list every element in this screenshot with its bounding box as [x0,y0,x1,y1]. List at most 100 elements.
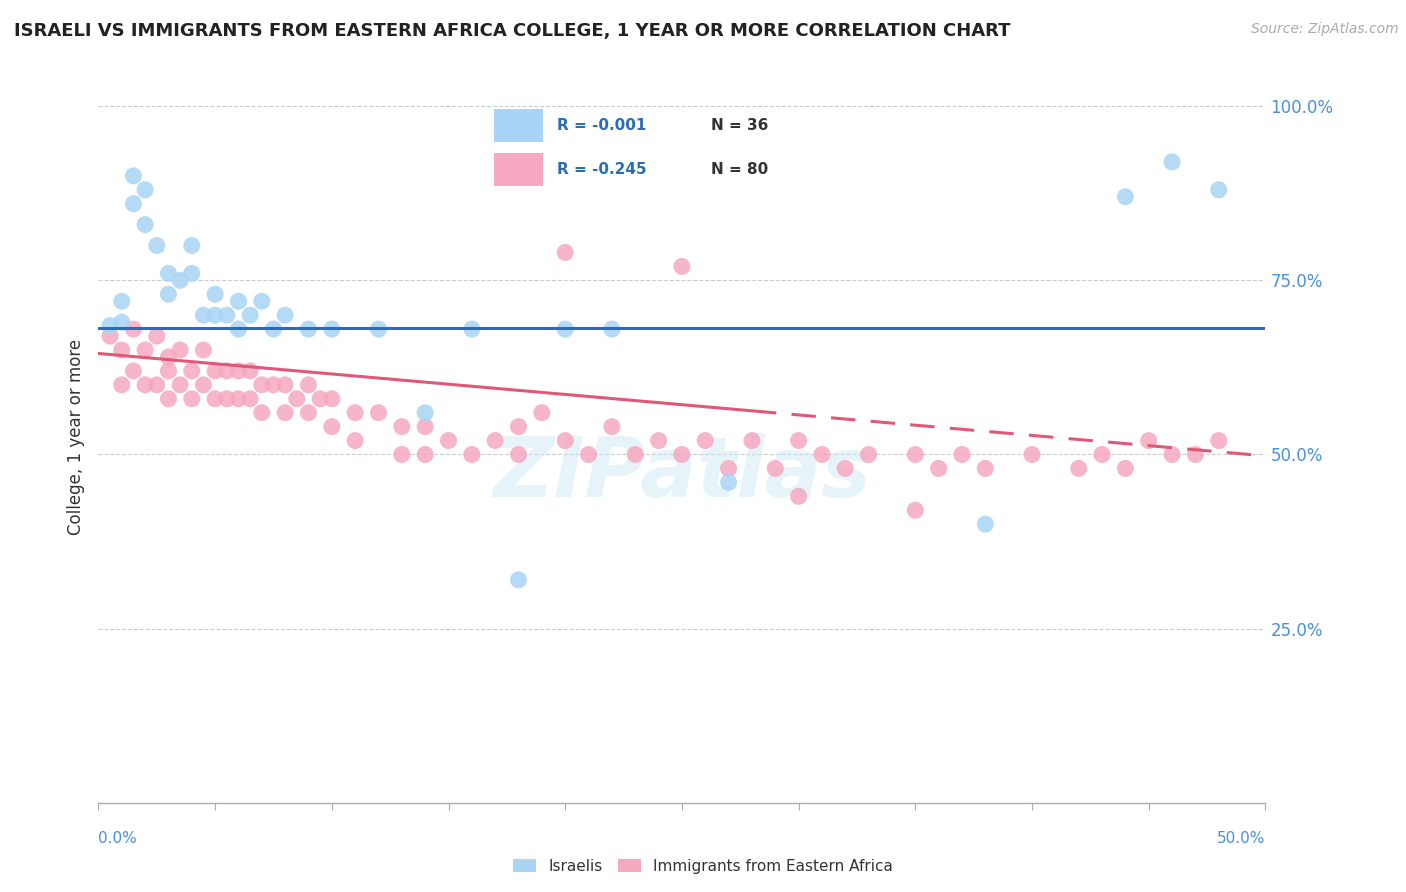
Point [344,434,367,448]
Point [180,266,202,280]
Point [98,318,121,333]
Point [239,364,262,378]
Point [111,377,134,392]
Point [741,434,763,448]
Point [122,196,145,211]
Point [215,308,238,322]
Point [134,343,156,357]
Point [204,287,226,301]
Point [461,448,484,462]
Point [321,392,343,406]
Point [1067,461,1090,475]
Point [274,308,297,322]
Point [508,419,530,434]
Point [297,322,319,336]
Point [250,406,273,420]
Point [1208,183,1230,197]
Point [624,448,647,462]
Point [169,273,191,287]
Point [134,183,156,197]
Point [974,517,997,532]
Point [157,266,180,280]
Y-axis label: College, 1 year or more: College, 1 year or more [66,339,84,535]
Point [834,461,856,475]
Point [193,308,215,322]
Point [600,419,623,434]
Point [1021,448,1043,462]
Point [204,392,226,406]
Point [508,573,530,587]
Point [413,419,436,434]
Point [554,245,576,260]
Point [274,406,297,420]
Point [763,461,786,475]
Point [695,434,717,448]
Point [1114,461,1136,475]
Point [157,364,180,378]
Point [111,343,134,357]
Point [134,377,156,392]
Point [413,448,436,462]
Point [250,294,273,309]
Point [1161,155,1184,169]
Point [215,392,238,406]
Point [461,322,484,336]
Point [367,322,389,336]
Point [111,315,134,329]
Point [578,448,600,462]
Text: Source: ZipAtlas.com: Source: ZipAtlas.com [1251,22,1399,37]
Point [671,448,693,462]
Point [146,377,169,392]
Text: ZIPatlas: ZIPatlas [494,434,870,514]
Point [367,406,389,420]
Point [180,392,202,406]
Point [274,377,297,392]
Point [530,406,553,420]
Point [811,448,834,462]
Point [98,329,121,343]
Point [974,461,997,475]
Point [122,322,145,336]
Point [413,406,436,420]
Point [904,448,927,462]
Point [1184,448,1206,462]
Point [239,308,262,322]
Point [1114,190,1136,204]
Point [554,434,576,448]
Point [228,294,250,309]
Point [391,448,413,462]
Point [228,322,250,336]
Point [1208,434,1230,448]
Point [146,238,169,252]
Point [146,329,169,343]
Point [437,434,460,448]
Point [309,392,332,406]
Point [508,448,530,462]
Point [169,377,191,392]
Text: 0.0%: 0.0% [98,831,138,846]
Point [344,406,367,420]
Point [717,475,740,490]
Point [228,364,250,378]
Point [554,322,576,336]
Point [204,308,226,322]
Text: ISRAELI VS IMMIGRANTS FROM EASTERN AFRICA COLLEGE, 1 YEAR OR MORE CORRELATION CH: ISRAELI VS IMMIGRANTS FROM EASTERN AFRIC… [14,22,1011,40]
Point [157,287,180,301]
Point [180,238,202,252]
Point [297,377,319,392]
Legend: Israelis, Immigrants from Eastern Africa: Israelis, Immigrants from Eastern Africa [508,853,898,880]
Point [285,392,308,406]
Point [215,364,238,378]
Point [321,322,343,336]
Point [122,364,145,378]
Point [1161,448,1184,462]
Point [239,392,262,406]
Point [717,461,740,475]
Point [928,461,950,475]
Point [262,322,284,336]
Point [228,392,250,406]
Point [180,364,202,378]
Point [950,448,973,462]
Point [1137,434,1160,448]
Point [262,377,284,392]
